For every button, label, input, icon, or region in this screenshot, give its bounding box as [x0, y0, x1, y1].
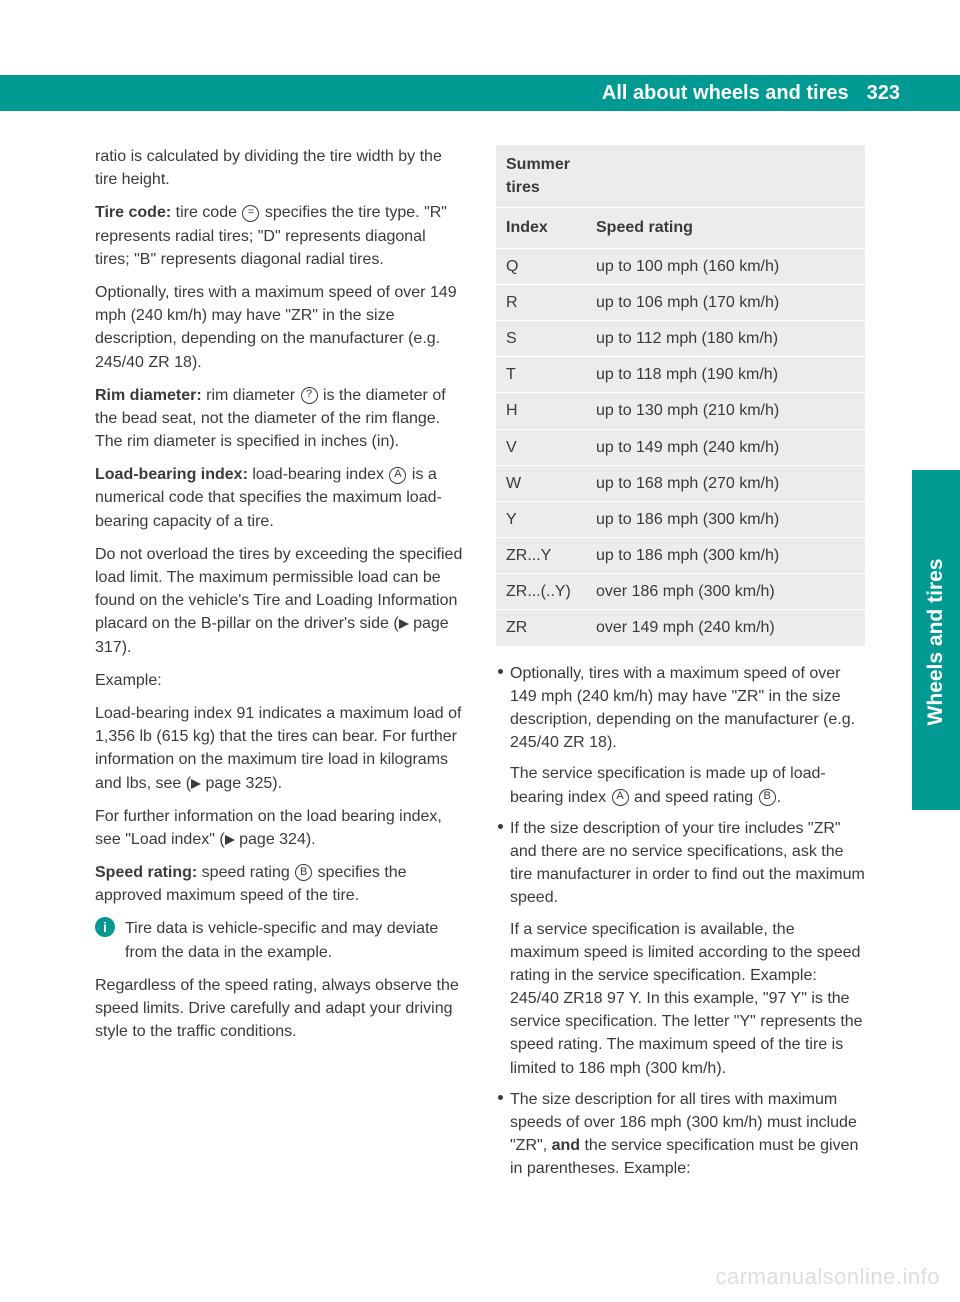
page-number: 323	[867, 82, 900, 105]
table-row: Rup to 106 mph (170 km/h)	[496, 284, 865, 320]
table-cell-value: up to 112 mph (180 km/h)	[586, 320, 865, 356]
table-cell-index: Y	[496, 501, 586, 537]
para-speed: Speed rating: speed rating B specifies t…	[95, 861, 464, 907]
table-cell-index: W	[496, 465, 586, 501]
circled-symbol: ?	[301, 387, 318, 404]
para: ratio is calculated by dividing the tire…	[95, 145, 464, 191]
para-load: Load-bearing index: load-bearing index A…	[95, 463, 464, 533]
table-cell-value: up to 168 mph (270 km/h)	[586, 465, 865, 501]
circled-symbol: =	[242, 205, 259, 222]
side-tab-label: Wheels and tires	[924, 472, 948, 812]
para: For further information on the load bear…	[95, 805, 464, 851]
table-row: Yup to 186 mph (300 km/h)	[496, 501, 865, 537]
table-row: ZR...(..Y)over 186 mph (300 km/h)	[496, 574, 865, 610]
term: Load-bearing index:	[95, 466, 252, 483]
table-cell-index: T	[496, 357, 586, 393]
side-tab: Wheels and tires	[912, 470, 960, 810]
bold-text: and	[552, 1137, 580, 1154]
table-cell-value: up to 186 mph (300 km/h)	[586, 501, 865, 537]
para: If the size description of your tire inc…	[510, 817, 865, 910]
para-rim: Rim diameter: rim diameter ? is the diam…	[95, 384, 464, 454]
table-cell-value: up to 100 mph (160 km/h)	[586, 248, 865, 284]
table-header: Index	[496, 208, 586, 248]
table-cell-index: R	[496, 284, 586, 320]
table-subheader-row: Index Speed rating	[496, 208, 865, 248]
para: The size description for all tires with …	[510, 1088, 865, 1181]
term: Tire code:	[95, 204, 171, 221]
table-row: ZR...Yup to 186 mph (300 km/h)	[496, 538, 865, 574]
watermark: carmanualsonline.info	[715, 1264, 940, 1290]
table-cell-value: over 186 mph (300 km/h)	[586, 574, 865, 610]
triangle-ref-icon	[191, 773, 201, 796]
para-tirecode: Tire code: tire code = specifies the tir…	[95, 201, 464, 271]
para: Regardless of the speed rating, always o…	[95, 974, 464, 1044]
term: Rim diameter:	[95, 387, 202, 404]
list-item: If the size description of your tire inc…	[496, 817, 865, 1080]
text: page 324).	[235, 831, 316, 848]
table-cell-index: S	[496, 320, 586, 356]
circled-symbol: A	[389, 467, 406, 484]
circled-symbol: A	[612, 789, 629, 806]
info-note: i Tire data is vehicle-specific and may …	[95, 917, 464, 963]
table-row: Vup to 149 mph (240 km/h)	[496, 429, 865, 465]
page-container: All about wheels and tires 323 Wheels an…	[0, 0, 960, 1302]
table-cell-index: ZR...Y	[496, 538, 586, 574]
table-cell-index: ZR...(..Y)	[496, 574, 586, 610]
para: Do not overload the tires by exceeding t…	[95, 543, 464, 659]
text: .	[777, 789, 781, 806]
term: Speed rating:	[95, 864, 197, 881]
content-area: ratio is calculated by dividing the tire…	[95, 145, 865, 1189]
table-cell-value: over 149 mph (240 km/h)	[586, 610, 865, 646]
text: tire code	[171, 204, 241, 221]
para: Optionally, tires with a maximum speed o…	[510, 662, 865, 755]
text: rim diameter	[202, 387, 300, 404]
table-cell-value: up to 118 mph (190 km/h)	[586, 357, 865, 393]
header-bar: All about wheels and tires 323	[0, 75, 960, 111]
table-row: Qup to 100 mph (160 km/h)	[496, 248, 865, 284]
table-cell-index: H	[496, 393, 586, 429]
speed-rating-table: Summer tires Index Speed rating Qup to 1…	[496, 145, 865, 646]
para: Load-bearing index 91 indicates a maximu…	[95, 702, 464, 795]
table-header	[586, 145, 865, 208]
info-icon: i	[95, 917, 115, 937]
para: The service specification is made up of …	[510, 762, 865, 808]
para: Optionally, tires with a maximum speed o…	[95, 281, 464, 374]
table-cell-index: Q	[496, 248, 586, 284]
table-cell-value: up to 186 mph (300 km/h)	[586, 538, 865, 574]
info-text: Tire data is vehicle-specific and may de…	[121, 917, 464, 963]
table-body: Qup to 100 mph (160 km/h)Rup to 106 mph …	[496, 248, 865, 646]
table-cell-index: ZR	[496, 610, 586, 646]
table-cell-index: V	[496, 429, 586, 465]
table-header: Summer tires	[496, 145, 586, 208]
text: speed rating	[197, 864, 294, 881]
list-item: Optionally, tires with a maximum speed o…	[496, 662, 865, 809]
table-row: ZRover 149 mph (240 km/h)	[496, 610, 865, 646]
triangle-ref-icon	[399, 613, 409, 636]
right-column: Summer tires Index Speed rating Qup to 1…	[496, 145, 865, 1189]
para: Example:	[95, 669, 464, 692]
circled-symbol: B	[295, 864, 312, 881]
bullet-list: Optionally, tires with a maximum speed o…	[496, 662, 865, 1181]
table-row: Tup to 118 mph (190 km/h)	[496, 357, 865, 393]
table-row: Sup to 112 mph (180 km/h)	[496, 320, 865, 356]
table-cell-value: up to 130 mph (210 km/h)	[586, 393, 865, 429]
text: page 325).	[201, 775, 282, 792]
table-cell-value: up to 106 mph (170 km/h)	[586, 284, 865, 320]
header-title: All about wheels and tires	[602, 82, 849, 105]
triangle-ref-icon	[225, 829, 235, 852]
left-column: ratio is calculated by dividing the tire…	[95, 145, 464, 1189]
table-header-row: Summer tires	[496, 145, 865, 208]
table-cell-value: up to 149 mph (240 km/h)	[586, 429, 865, 465]
text: and speed rating	[630, 789, 758, 806]
list-item: The size description for all tires with …	[496, 1088, 865, 1181]
table-row: Wup to 168 mph (270 km/h)	[496, 465, 865, 501]
table-row: Hup to 130 mph (210 km/h)	[496, 393, 865, 429]
table-header: Speed rating	[586, 208, 865, 248]
circled-symbol: B	[759, 789, 776, 806]
para: If a service specification is available,…	[510, 918, 865, 1080]
text: load-bearing index	[252, 466, 388, 483]
